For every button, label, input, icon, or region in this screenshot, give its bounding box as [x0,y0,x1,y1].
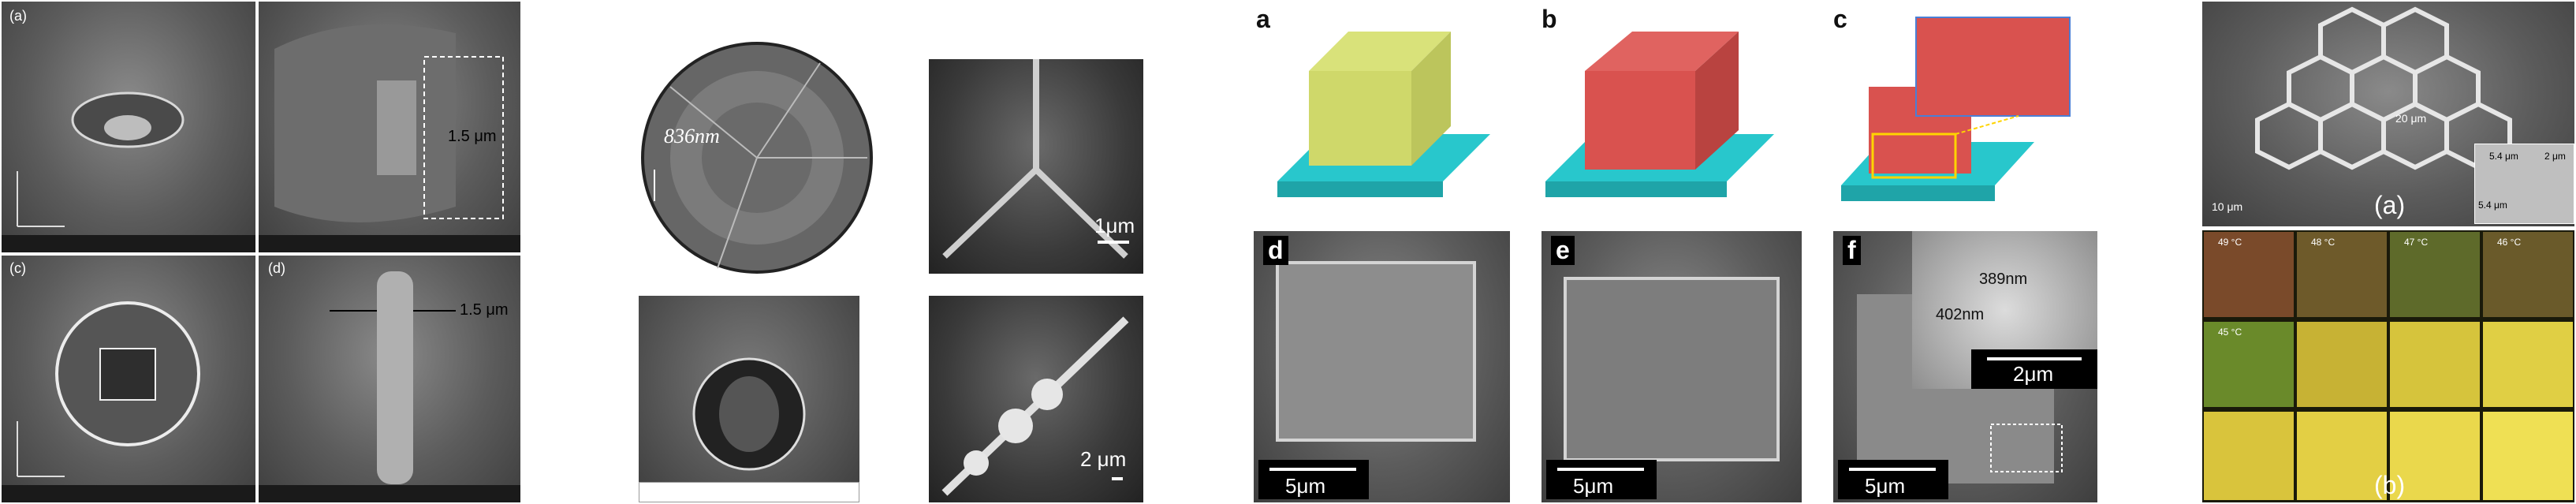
scale-bar-f [1849,468,1936,471]
honeycomb-scale-label: 10 μm [2212,200,2243,213]
temp-2: 48 °C [2311,237,2336,248]
sem-1d-databar [259,485,520,502]
sem-1a-label: (a) [9,8,27,24]
lattice-label-b: b [1541,5,1557,33]
lattice-label-c: c [1833,5,1847,33]
sem-1b-databar [259,235,520,252]
lattice-c-drawing [1841,17,2071,201]
inset-dim-1: 389nm [1979,271,2028,288]
honeycomb-drawing [2255,6,2512,170]
sem-1d-label: (d) [268,260,285,276]
sem-1b-drawing [274,24,504,222]
scale-box-f [1838,460,1948,499]
sem-1b-scale: 1.5 μm [448,128,497,145]
sem-1c-drawing [17,301,200,477]
fluor-grid: 49 °C 48 °C 47 °C 46 °C 45 °C (b) [2202,230,2574,502]
temp-3: 47 °C [2404,237,2429,248]
inset-scale-box [1971,349,2097,389]
beads-drawing [941,316,1129,496]
scale-bar-e [1557,468,1644,471]
lattice-d-drawing [1276,261,1476,442]
branch-panel: 1μm [929,59,1143,274]
lattice-b [1538,16,1806,225]
honeycomb-inset: 5.4 μm 5.4 μm 2 μm [2474,144,2574,224]
sem-1d-scale: 1.5 μm [460,301,509,319]
lattice-a [1254,16,1514,225]
sem-panel-1a: (a) [2,2,255,252]
sem-1a-databar [2,235,255,252]
temp-5: 45 °C [2218,327,2242,338]
inset-val-1: 5.4 μm [2489,151,2518,162]
lattice-f: 389nm 402nm 2μm f 5μm [1833,231,2097,502]
lattice-label-e: e [1551,236,1575,265]
beads-panel: 2 μm [929,296,1143,502]
sem-panel-1c: (c) [2,256,255,502]
inset-scale-text: 2μm [2013,362,2054,386]
beads-scale-label: 2 μm [1080,447,1127,471]
disk-panel: 836nm [639,39,875,276]
scale-bar-d [1269,468,1356,471]
lattice-e: e 5μm [1541,231,1802,502]
inset-dim-2: 402nm [1936,306,1985,323]
hole-databar [639,482,859,502]
lattice-label-d: d [1263,236,1288,265]
temp-1: 49 °C [2218,237,2242,248]
lattice-c [1829,16,2097,225]
honeycomb-inner-scale: 20 μm [2395,112,2427,125]
sem-panel-1b: 1.5 μm [259,2,520,252]
fluor-label: (b) [2374,471,2406,499]
lattice-b-drawing [1545,32,1774,197]
hole-drawing [692,357,806,471]
scale-text-e: 5μm [1573,474,1614,498]
scale-box-e [1546,460,1657,499]
sem-1a-drawing [17,91,185,227]
honeycomb-panel: 20 μm 10 μm (a) 5.4 μm 5.4 μm 2 μm [2202,2,2574,226]
lattice-label-f: f [1843,236,1861,265]
sem-1c-databar [2,485,255,502]
beads-scale-bar [1112,477,1123,480]
scale-text-f: 5μm [1865,474,1906,498]
scale-box-d [1258,460,1369,499]
disk-size-label: 836nm [664,125,720,147]
inset-f: 389nm 402nm 2μm [1912,231,2097,389]
sem-1c-label: (c) [9,260,26,276]
branch-scale-label: 1μm [1094,214,1135,237]
lattice-d: d 5μm [1254,231,1510,502]
lattice-label-a: a [1256,5,1270,33]
inset-val-2: 5.4 μm [2478,200,2507,211]
honeycomb-label: (a) [2374,191,2406,219]
inset-val-3: 2 μm [2544,151,2566,162]
lattice-a-drawing [1277,32,1490,197]
disk-drawing [641,42,873,274]
sem-panel-1d: (d) 1.5 μm [259,256,520,502]
branch-scale-bar [1098,241,1129,244]
hole-panel [639,296,859,502]
scale-text-d: 5μm [1285,474,1326,498]
inset-scale-bar [1987,357,2082,360]
temp-4: 46 °C [2497,237,2522,248]
fluor-grid-drawing [2204,232,2573,500]
lattice-e-drawing [1564,277,1780,461]
sem-1d-drawing [330,271,456,484]
